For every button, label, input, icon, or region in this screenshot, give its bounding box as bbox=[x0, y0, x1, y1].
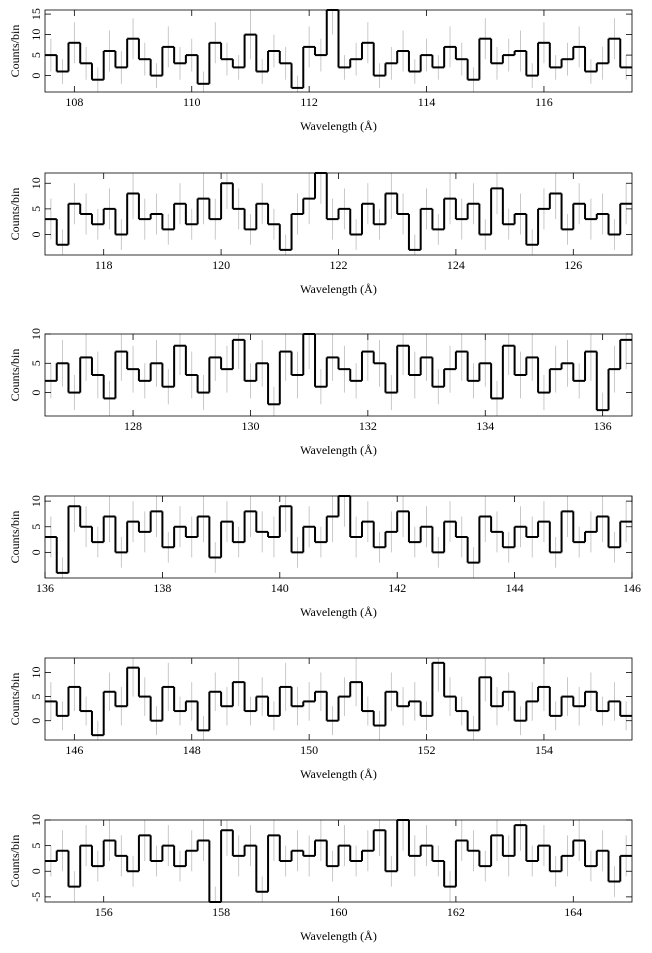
y-tick-label: 15 bbox=[29, 8, 43, 20]
y-axis-label: Counts/bin bbox=[8, 188, 22, 241]
y-tick-label: 10 bbox=[29, 814, 43, 826]
plot-frame bbox=[44, 657, 633, 741]
panel: 128 130 132 134 136 0 5 10 Wavelength (Å) Counts/… bbox=[8, 328, 633, 457]
y-axis-label: Counts/bin bbox=[8, 673, 22, 726]
y-tick-label: 5 bbox=[29, 52, 43, 58]
y-tick-label: 0 bbox=[29, 868, 43, 874]
y-axis-label: Counts/bin bbox=[8, 835, 22, 888]
x-tick-label: 132 bbox=[359, 419, 377, 433]
x-tick-label: 136 bbox=[594, 419, 612, 433]
x-tick-label: 110 bbox=[183, 95, 201, 109]
plot-frame bbox=[44, 333, 633, 417]
x-tick-label: 126 bbox=[564, 258, 582, 272]
y-tick-label: 5 bbox=[29, 360, 43, 366]
y-tick-label: 5 bbox=[29, 206, 43, 212]
x-tick-label: 138 bbox=[153, 581, 171, 595]
y-tick-label: 0 bbox=[29, 73, 43, 79]
y-tick-label: 10 bbox=[29, 177, 43, 189]
x-axis-label: Wavelength (Å) bbox=[300, 929, 377, 943]
y-tick-label: 5 bbox=[29, 524, 43, 530]
panel: 118 120 122 124 126 0 5 10 Wavelength (Å) Counts/… bbox=[8, 172, 633, 296]
panel: 108 110 112 114 116 0 5 10 15 Wavelength (Å) Count… bbox=[8, 8, 633, 133]
x-axis-label: Wavelength (Å) bbox=[300, 282, 377, 296]
x-tick-label: 162 bbox=[447, 905, 465, 919]
y-tick-label: 10 bbox=[29, 666, 43, 678]
y-tick-label: 10 bbox=[29, 495, 43, 507]
x-tick-label: 156 bbox=[95, 905, 113, 919]
panel: 156 158 160 162 164 -5 0 5 10 Wavelength (Å) Count… bbox=[8, 814, 633, 943]
y-tick-label: 5 bbox=[29, 694, 43, 700]
x-tick-label: 144 bbox=[506, 581, 524, 595]
x-tick-label: 160 bbox=[330, 905, 348, 919]
x-tick-label: 118 bbox=[95, 258, 113, 272]
x-tick-label: 122 bbox=[330, 258, 348, 272]
x-tick-label: 114 bbox=[418, 95, 436, 109]
x-tick-label: 120 bbox=[212, 258, 230, 272]
x-tick-label: 108 bbox=[65, 95, 83, 109]
x-tick-label: 152 bbox=[418, 743, 436, 757]
y-tick-label: -5 bbox=[29, 892, 43, 902]
y-axis-label: Counts/bin bbox=[8, 349, 22, 402]
x-tick-label: 150 bbox=[300, 743, 318, 757]
y-tick-label: 5 bbox=[29, 843, 43, 849]
y-tick-label: 10 bbox=[29, 29, 43, 41]
plot-frame bbox=[44, 9, 633, 93]
x-tick-label: 164 bbox=[564, 905, 582, 919]
x-axis-label: Wavelength (Å) bbox=[300, 605, 377, 619]
x-tick-label: 142 bbox=[388, 581, 406, 595]
x-tick-label: 140 bbox=[271, 581, 289, 595]
x-tick-label: 116 bbox=[535, 95, 553, 109]
plot-frame bbox=[44, 495, 633, 579]
x-tick-label: 158 bbox=[212, 905, 230, 919]
x-tick-label: 124 bbox=[447, 258, 465, 272]
y-tick-label: 0 bbox=[29, 549, 43, 555]
y-tick-label: 10 bbox=[29, 328, 43, 340]
x-tick-label: 112 bbox=[300, 95, 318, 109]
x-axis-label: Wavelength (Å) bbox=[300, 119, 377, 133]
y-axis-label: Counts/bin bbox=[8, 25, 22, 78]
x-tick-label: 146 bbox=[65, 743, 83, 757]
x-tick-label: 128 bbox=[124, 419, 142, 433]
x-tick-label: 134 bbox=[476, 419, 494, 433]
y-tick-label: 0 bbox=[29, 390, 43, 396]
x-axis-label: Wavelength (Å) bbox=[300, 767, 377, 781]
y-axis-label: Counts/bin bbox=[8, 511, 22, 564]
x-tick-label: 148 bbox=[183, 743, 201, 757]
y-tick-label: 0 bbox=[29, 232, 43, 238]
panel: 136 138 140 142 144 146 0 5 10 Wavelength (Å) Coun… bbox=[8, 495, 641, 619]
x-tick-label: 146 bbox=[623, 581, 641, 595]
x-tick-label: 136 bbox=[36, 581, 54, 595]
x-tick-label: 154 bbox=[535, 743, 553, 757]
x-axis-label: Wavelength (Å) bbox=[300, 443, 377, 457]
panel: 146 148 150 152 154 0 5 10 Wavelength (Å) Counts/… bbox=[8, 657, 633, 781]
y-tick-label: 0 bbox=[29, 718, 43, 724]
x-tick-label: 130 bbox=[241, 419, 259, 433]
